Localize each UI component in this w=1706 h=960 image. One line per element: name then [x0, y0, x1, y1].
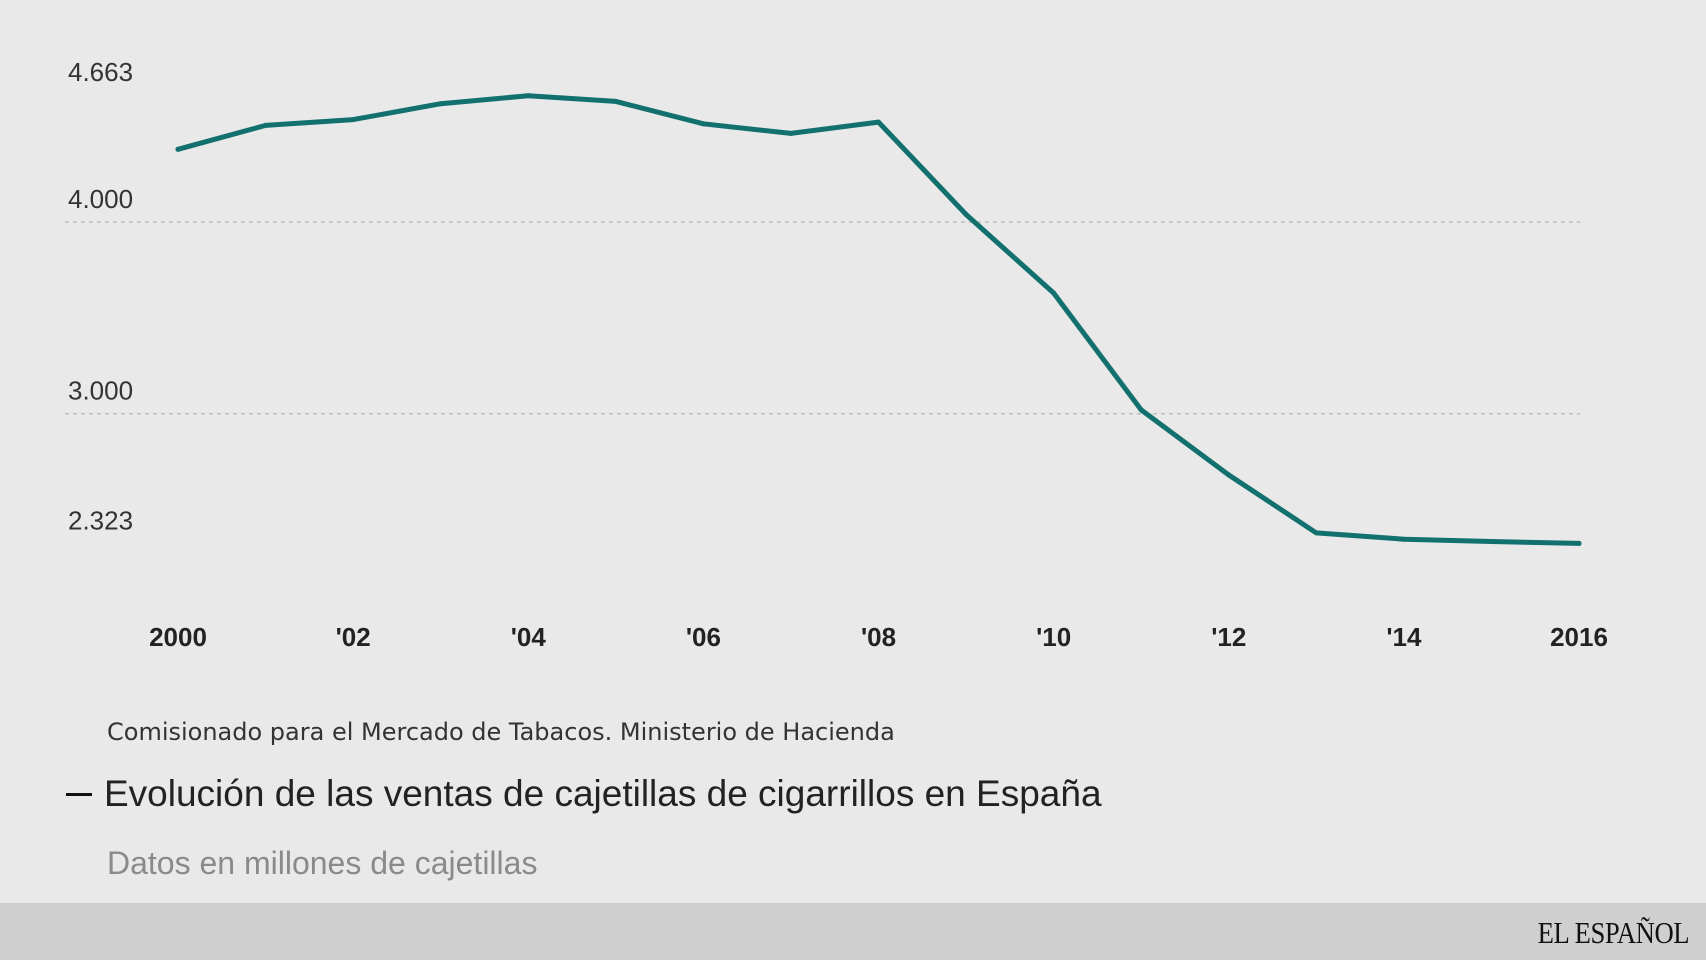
data-point: [1051, 290, 1057, 296]
grid-lines: [65, 221, 1580, 415]
brand-logo: EL ESPAÑOL: [1537, 915, 1690, 950]
x-tick-label: 2016: [1550, 622, 1608, 652]
x-tick-label: '08: [861, 622, 896, 652]
data-point: [700, 121, 706, 127]
x-tick-label: '02: [336, 622, 371, 652]
x-tick-label: '12: [1211, 622, 1246, 652]
legend-dash-icon: [66, 792, 92, 796]
data-point: [613, 98, 619, 104]
x-tick-label: '04: [511, 622, 547, 652]
chart-source: Comisionado para el Mercado de Tabacos. …: [107, 718, 895, 746]
y-tick-label: 2.323: [68, 505, 133, 535]
data-point: [1138, 407, 1144, 413]
data-point: [1313, 530, 1319, 536]
data-point: [788, 130, 794, 136]
data-point: [1401, 536, 1407, 542]
footer-bar: EL ESPAÑOL: [0, 903, 1706, 960]
data-point: [1488, 539, 1494, 545]
x-tick-label: '06: [686, 622, 721, 652]
data-point: [175, 146, 181, 152]
series-line: [175, 93, 1582, 546]
data-point: [1226, 472, 1232, 478]
chart-subtitle: Datos en millones de cajetillas: [107, 845, 538, 881]
x-tick-label: '14: [1386, 622, 1422, 652]
chart-title-row: Evolución de las ventas de cajetillas de…: [66, 773, 1102, 815]
y-axis-ticks: 2.323 3.000 4.000 4.663: [68, 57, 133, 535]
y-tick-label: 3.000: [68, 376, 133, 406]
y-tick-label: 4.000: [68, 184, 133, 214]
chart-title: Evolución de las ventas de cajetillas de…: [104, 773, 1102, 814]
y-tick-label: 4.663: [68, 57, 133, 87]
data-point: [263, 122, 269, 128]
data-point: [350, 117, 356, 123]
series-points: [175, 93, 1582, 546]
x-tick-label: '10: [1036, 622, 1071, 652]
data-point: [1576, 540, 1582, 546]
data-point: [963, 211, 969, 217]
x-axis-ticks: 2000 '02 '04 '06 '08 '10 '12 '14 2016: [149, 622, 1608, 652]
x-tick-label: 2000: [149, 622, 207, 652]
data-point: [525, 93, 531, 99]
data-point: [438, 101, 444, 107]
data-point: [876, 119, 881, 125]
line-chart: 2.323 3.000 4.000 4.663 2000 '02 '04 '06 '08 '10…: [65, 57, 1608, 652]
